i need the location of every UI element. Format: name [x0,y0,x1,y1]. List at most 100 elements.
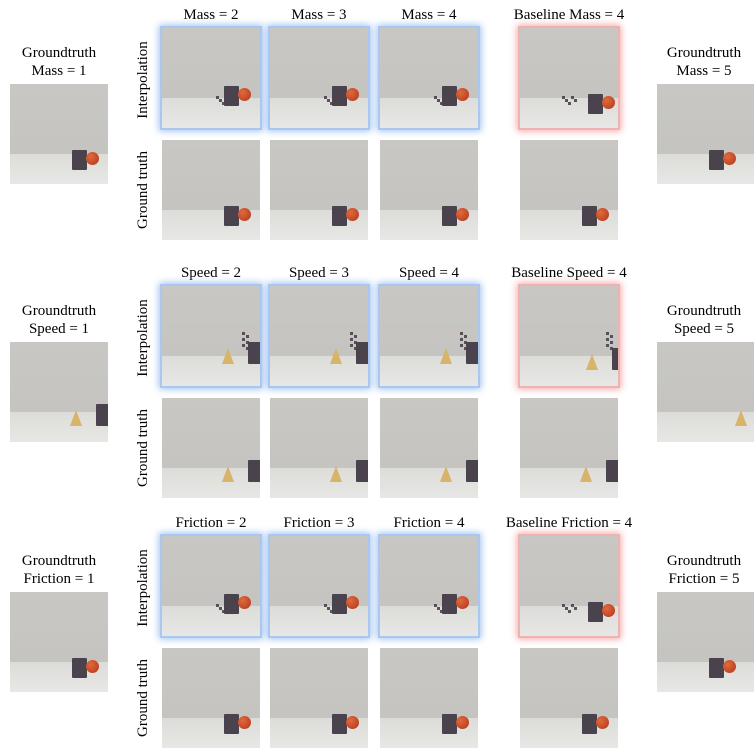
ball [86,152,99,165]
debris-fragment [228,607,231,610]
ground-truth-frame [380,398,478,498]
debris-fragment [324,96,327,99]
cube [442,594,457,614]
column-header: Mass = 3 [291,7,347,23]
ball [346,208,359,221]
debris-fragment [606,332,609,335]
cube [224,594,239,614]
debris-fragment [562,96,565,99]
cube [442,206,457,226]
row-label-ground-truth: Ground truth [135,409,151,487]
debris-fragment [327,607,330,610]
cube [356,460,368,482]
cube [96,404,108,426]
cube [332,206,347,226]
row-label-ground-truth: Ground truth [135,659,151,737]
baseline-frame [520,536,618,636]
cube [588,602,603,622]
column-header: Mass = 2 [183,7,239,23]
ground-truth-frame [380,140,478,240]
column-header: Friction = 4 [393,515,465,531]
row-label-interpolation: Interpolation [135,41,151,119]
debris-fragment [606,338,609,341]
column-header: Mass = 4 [401,7,457,23]
ground-truth-frame [162,140,260,240]
ground-truth-frame [162,648,260,748]
baseline-frame [520,28,618,128]
debris-fragment [246,341,249,344]
debris-fragment [464,347,467,350]
ground-truth-frame [270,398,368,498]
column-header: Friction = 2 [175,515,247,531]
ground-truth-frame [380,648,478,748]
ground-truth-frame [520,140,618,240]
ground-truth-frame [270,648,368,748]
debris-fragment [562,604,565,607]
cube [466,460,478,482]
debris-fragment [610,347,613,350]
debris-fragment [565,99,568,102]
interpolation-frame [162,28,260,128]
interpolation-frame [380,536,478,636]
debris-fragment [333,604,336,607]
column-header: Baseline Mass = 4 [513,7,625,23]
ball [238,208,251,221]
debris-fragment [242,344,245,347]
debris-fragment [460,338,463,341]
debris-fragment [437,99,440,102]
debris-fragment [460,332,463,335]
debris-fragment [568,610,571,613]
debris-fragment [446,607,449,610]
row-label-interpolation: Interpolation [135,299,151,377]
debris-fragment [446,99,449,102]
cone [735,410,747,426]
interpolation-frame [162,286,260,386]
ball [346,596,359,609]
right-groundtruth-title: Groundtruth [666,553,742,569]
debris-fragment [242,332,245,335]
debris-fragment [571,604,574,607]
cone [440,466,452,482]
cone [330,466,342,482]
cube [224,86,239,106]
cube [582,714,597,734]
debris-fragment [443,96,446,99]
debris-fragment [443,604,446,607]
cube [72,150,87,170]
column-header: Baseline Speed = 4 [511,265,627,281]
debris-fragment [219,99,222,102]
ball [456,208,469,221]
cone [222,466,234,482]
ball [238,716,251,729]
interpolation-frame [162,536,260,636]
ball [456,88,469,101]
debris-fragment [574,607,577,610]
row-label-interpolation: Interpolation [135,549,151,627]
cube [612,348,618,370]
cone [580,466,592,482]
ball [602,604,615,617]
interpolation-frame [270,286,368,386]
left-groundtruth-title: Groundtruth [21,553,97,569]
left-groundtruth-title: Groundtruth [21,303,97,319]
debris-fragment [565,607,568,610]
ball [456,596,469,609]
baseline-frame [520,286,618,386]
cube [224,714,239,734]
debris-fragment [216,96,219,99]
left-groundtruth-frame [10,84,108,184]
column-header: Baseline Friction = 4 [505,515,633,531]
debris-fragment [333,96,336,99]
ball [346,88,359,101]
left-groundtruth-frame [10,592,108,692]
debris-fragment [336,607,339,610]
cube [356,342,368,364]
debris-fragment [574,99,577,102]
cone [586,354,598,370]
right-groundtruth-value: Speed = 5 [673,321,735,337]
cube [709,150,724,170]
debris-fragment [336,99,339,102]
cone [70,410,82,426]
debris-fragment [434,96,437,99]
debris-fragment [437,607,440,610]
